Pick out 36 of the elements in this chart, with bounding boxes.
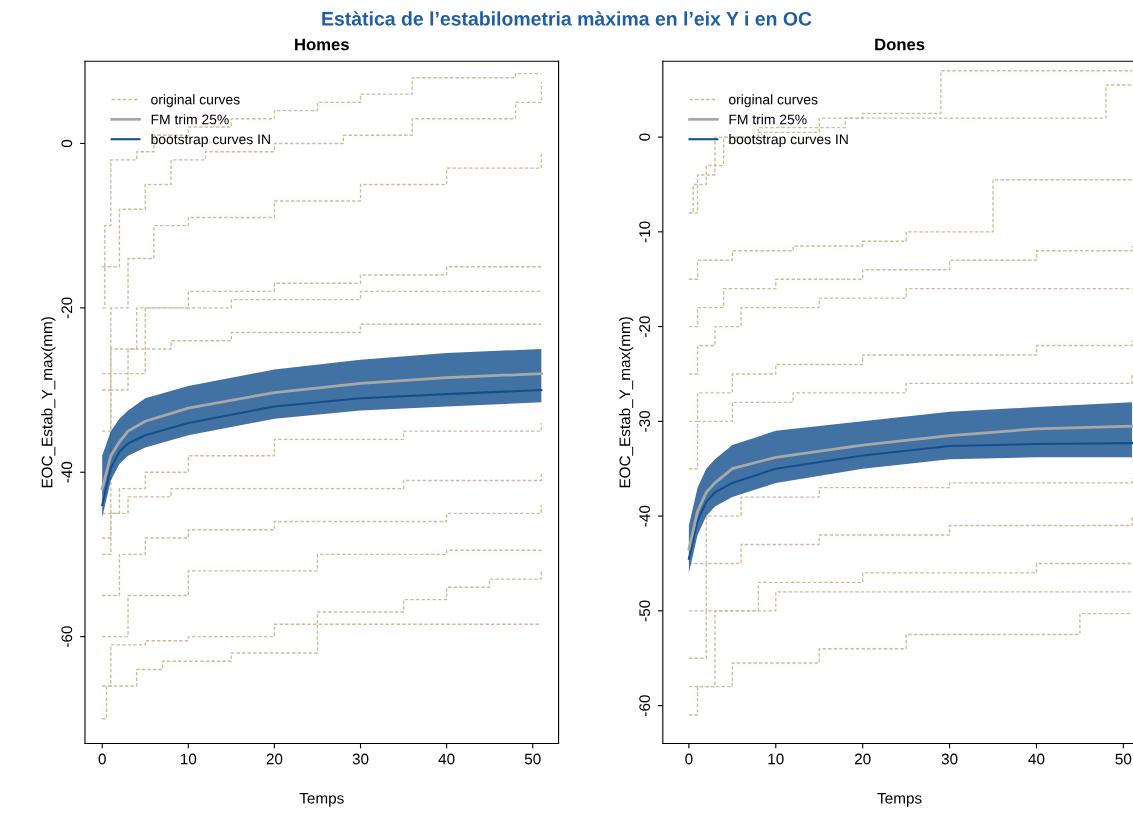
x-tick-label: 0 [98, 753, 106, 765]
x-tick-label: 0 [685, 753, 693, 765]
y-tick-label: 0 [639, 133, 651, 141]
chart-subtitle: Homes [295, 38, 349, 51]
x-axis-title: Temps [877, 793, 922, 807]
y-axis-title: EOC_Estab_Y_max(mm) [41, 317, 56, 488]
x-tick-label: 50 [1115, 753, 1132, 765]
x-tick-label: 10 [768, 753, 784, 765]
x-tick-label: 20 [854, 753, 871, 765]
x-tick-label: 10 [180, 753, 197, 765]
chart-title: Estàtica de l’estabilometria màxima en l’eix Y i en OC [322, 11, 812, 26]
y-tick-label: 0 [61, 139, 73, 148]
legend-label: original curves [728, 94, 818, 108]
y-axis-title: EOC_Estab_Y_max(mm) [619, 317, 634, 488]
x-tick-label: 20 [266, 753, 283, 765]
x-tick-label: 40 [438, 753, 455, 765]
y-tick-label: -50 [639, 600, 651, 622]
legend-label: FM trim 25% [729, 114, 807, 125]
y-tick-label: -20 [639, 316, 651, 337]
legend-label: bootstrap curves IN [729, 134, 848, 147]
legend-label: original curves [151, 94, 240, 108]
y-tick-label: -40 [61, 461, 73, 483]
legend-label: bootstrap curves IN [151, 134, 270, 147]
y-tick-label: -40 [639, 505, 651, 527]
y-tick-label: -30 [639, 410, 651, 432]
y-tick-label: -60 [61, 626, 73, 647]
x-tick-label: 40 [1028, 753, 1045, 765]
x-tick-label: 30 [352, 753, 369, 765]
y-tick-label: -60 [639, 695, 651, 716]
x-axis-title: Temps [299, 793, 344, 807]
chart-subtitle: Dones [875, 38, 925, 51]
y-tick-label: -20 [61, 297, 73, 319]
y-tick-label: -10 [639, 221, 651, 243]
x-tick-label: 30 [941, 753, 958, 765]
x-tick-label: 50 [524, 753, 541, 765]
legend-label: FM trim 25% [151, 114, 229, 125]
